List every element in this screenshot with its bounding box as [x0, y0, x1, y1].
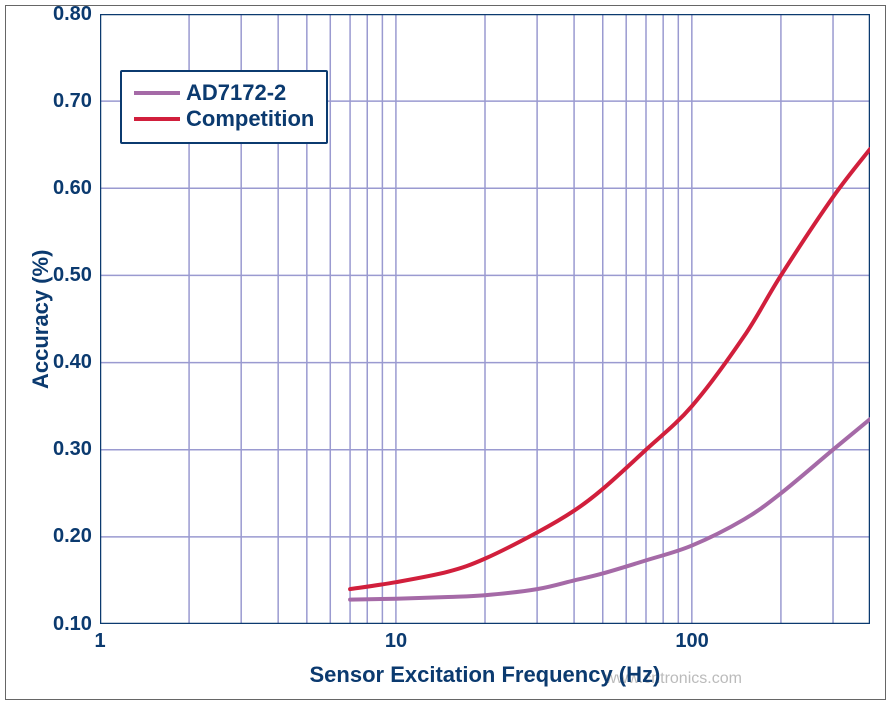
tick-label: 0.60	[53, 177, 92, 200]
x-axis-title: Sensor Excitation Frequency (Hz)	[310, 662, 661, 688]
legend-label: AD7172-2	[186, 80, 286, 106]
tick-label: 0.80	[53, 3, 92, 26]
tick-label: 0.20	[53, 525, 92, 548]
tick-label: 0.50	[53, 264, 92, 287]
legend-item: Competition	[134, 106, 314, 132]
legend: AD7172-2Competition	[120, 70, 328, 144]
series-ad7172-2	[350, 419, 870, 599]
tick-label: 0.40	[53, 351, 92, 374]
tick-label: 0.70	[53, 90, 92, 113]
legend-item: AD7172-2	[134, 80, 314, 106]
legend-swatch	[134, 117, 180, 121]
tick-label: 0.30	[53, 438, 92, 461]
y-axis-title: Accuracy (%)	[28, 249, 54, 388]
tick-label: 1	[95, 630, 106, 653]
tick-label: 10	[385, 630, 407, 653]
series-competition	[350, 149, 870, 589]
legend-label: Competition	[186, 106, 314, 132]
chart-container: Accuracy (%) AD7172-2Competition www.cnt…	[0, 0, 891, 705]
tick-label: 0.10	[53, 613, 92, 636]
tick-label: 100	[675, 630, 708, 653]
legend-swatch	[134, 91, 180, 95]
